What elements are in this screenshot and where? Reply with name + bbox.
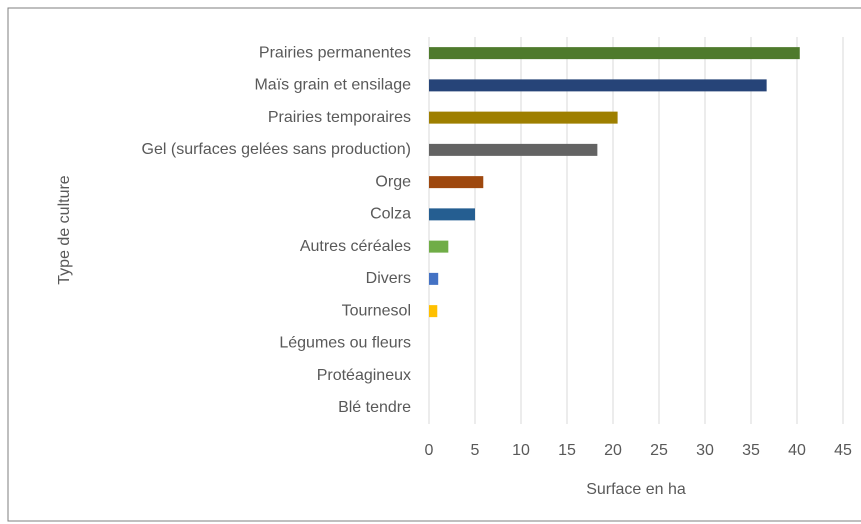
- bar: [429, 176, 484, 189]
- bar: [429, 240, 449, 253]
- y-tick-label: Prairies permanentes: [259, 44, 411, 61]
- y-axis-title: Type de culture: [56, 175, 73, 285]
- y-tick-label: Colza: [370, 206, 411, 223]
- x-tick-label: 40: [788, 442, 806, 459]
- bar: [429, 111, 618, 124]
- y-tick-label: Autres céréales: [300, 238, 411, 255]
- x-tick-label: 35: [742, 442, 760, 459]
- x-tick-label: 0: [425, 442, 434, 459]
- x-tick-label: 20: [604, 442, 622, 459]
- bar: [429, 143, 598, 156]
- bar: [429, 47, 800, 60]
- y-tick-label: Maïs grain et ensilage: [254, 77, 411, 94]
- chart-border: [7, 7, 861, 522]
- bar: [429, 305, 438, 318]
- bar: [429, 272, 439, 285]
- y-tick-label: Divers: [366, 270, 411, 287]
- y-tick-label: Prairies temporaires: [268, 109, 411, 126]
- bar: [429, 79, 767, 92]
- x-tick-label: 30: [696, 442, 714, 459]
- x-tick-label: 10: [512, 442, 530, 459]
- y-tick-label: Orge: [375, 173, 411, 190]
- x-axis-title: Surface en ha: [586, 481, 686, 498]
- x-tick-label: 25: [650, 442, 668, 459]
- x-tick-label: 5: [471, 442, 480, 459]
- bar: [429, 208, 475, 221]
- x-tick-label: 15: [558, 442, 576, 459]
- y-tick-label: Tournesol: [342, 302, 411, 319]
- y-tick-label: Gel (surfaces gelées sans production): [142, 141, 411, 158]
- y-tick-label: Blé tendre: [338, 399, 411, 416]
- x-tick-label: 45: [834, 442, 852, 459]
- y-tick-label: Légumes ou fleurs: [279, 335, 411, 352]
- y-tick-label: Protéagineux: [317, 367, 411, 384]
